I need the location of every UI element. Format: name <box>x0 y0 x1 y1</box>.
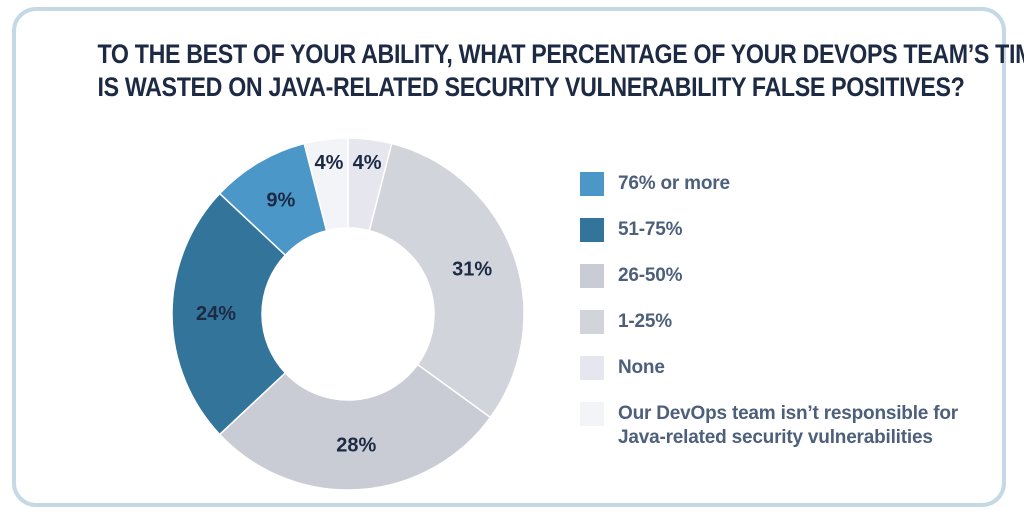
legend-item-none: None <box>580 356 1000 402</box>
legend-swatch-26-50 <box>580 264 604 288</box>
chart-title-line-2: IS WASTED ON JAVA-RELATED SECURITY VULNE… <box>97 72 965 102</box>
chart-title-line-1: TO THE BEST OF YOUR ABILITY, WHAT PERCEN… <box>97 39 1024 69</box>
legend-swatch-not-responsible <box>580 402 604 426</box>
legend-swatch-76plus <box>580 172 604 196</box>
legend-item-26-50: 26-50% <box>580 264 1000 310</box>
slice-label-76plus: 9% <box>266 189 295 211</box>
slice-label-26-50: 28% <box>336 435 376 457</box>
legend-label-none: None <box>618 356 665 380</box>
legend-label-line: 51-75% <box>618 219 683 240</box>
legend-label-76plus: 76% or more <box>618 172 730 196</box>
donut-slice-26-50 <box>218 363 492 491</box>
chart-title: TO THE BEST OF YOUR ABILITY, WHAT PERCEN… <box>97 38 1024 104</box>
donut-slice-1-25 <box>368 142 525 419</box>
legend-item-51-75: 51-75% <box>580 218 1000 264</box>
legend-label-line: Java-related security vulnerabilities <box>618 427 933 448</box>
slice-label-not-responsible: 4% <box>314 152 343 174</box>
legend-label-line: None <box>618 357 665 378</box>
slice-label-none: 4% <box>353 152 382 174</box>
legend-item-1-25: 1-25% <box>580 310 1000 356</box>
donut-slice-not-responsible <box>303 137 349 232</box>
legend-label-1-25: 1-25% <box>618 310 672 334</box>
legend-swatch-1-25 <box>580 310 604 334</box>
chart-legend: 76% or more 51-75% 26-50% 1-25% None Our DevO… <box>580 172 1000 448</box>
donut-slice-51-75 <box>171 192 287 436</box>
legend-label-51-75: 51-75% <box>618 218 682 242</box>
legend-label-line: Our DevOps team isn’t responsible for <box>618 403 958 424</box>
legend-label-line: 76% or more <box>618 173 730 194</box>
slice-label-1-25: 31% <box>452 258 492 280</box>
legend-swatch-51-75 <box>580 218 604 242</box>
legend-swatch-none <box>580 356 604 380</box>
legend-label-line: 26-50% <box>618 265 683 286</box>
legend-item-not-responsible: Our DevOps team isn’t responsible for Jav… <box>580 402 1000 448</box>
legend-label-26-50: 26-50% <box>618 264 682 288</box>
legend-label-not-responsible: Our DevOps team isn’t responsible for Jav… <box>618 402 958 450</box>
slice-label-51-75: 24% <box>196 303 236 325</box>
legend-item-76plus: 76% or more <box>580 172 1000 218</box>
donut-chart: 4% 31% 28% 24% 9% 4% <box>171 137 525 491</box>
legend-label-line: 1-25% <box>618 311 672 332</box>
